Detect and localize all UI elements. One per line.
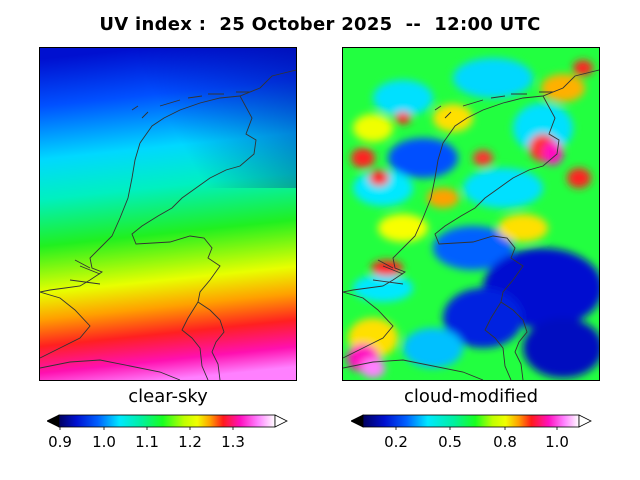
country-borders xyxy=(40,69,296,380)
cloud-modified-label: cloud-modified xyxy=(403,386,539,407)
cloud-modified-field xyxy=(347,58,599,378)
colorbar-tick-label: 1.1 xyxy=(135,433,159,451)
page-title: UV index : 25 October 2025 -- 12:00 UTC xyxy=(99,14,541,35)
cloud-modified-map xyxy=(342,47,600,381)
colorbar-tick-label: 1.0 xyxy=(92,433,116,451)
clear-sky-map xyxy=(39,47,297,381)
colorbar-tick-label: 0.2 xyxy=(384,433,408,451)
clear-sky-colorbar xyxy=(46,414,289,434)
colorbar-tick-label: 0.8 xyxy=(493,433,517,451)
clear-sky-label: clear-sky xyxy=(128,386,208,407)
colorbar-tick-label: 1.3 xyxy=(221,433,245,451)
country-borders-right xyxy=(343,69,599,380)
colorbar-tick-label: 1.2 xyxy=(178,433,202,451)
colorbar-tick-label: 0.5 xyxy=(438,433,462,451)
colorbar-tick-label: 1.0 xyxy=(545,433,569,451)
cloud-modified-colorbar xyxy=(350,414,593,434)
colorbar-tick-label: 0.9 xyxy=(48,433,72,451)
wadden-islands xyxy=(131,91,250,119)
